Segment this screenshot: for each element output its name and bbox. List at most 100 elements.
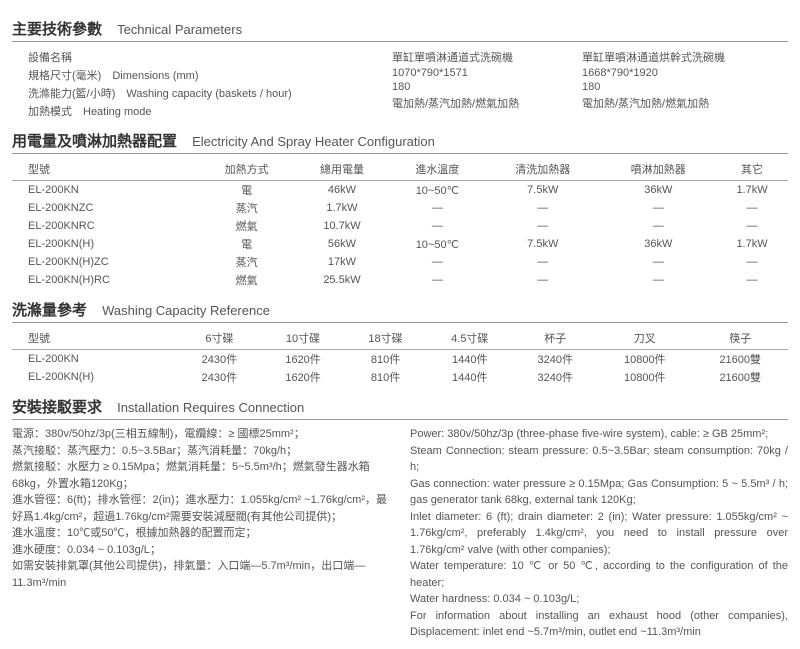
table-cell: 10~50℃ [390,181,485,200]
install-line: 進水溫度：10℃或50℃，根據加熱器的配置而定； [12,525,390,542]
table-cell: — [716,271,788,289]
table-header: 清洗加熱器 [485,160,601,181]
table-row: EL-200KN(H)電56kW10~50℃7.5kW36kW1.7kW [12,235,788,253]
label-name: 設備名稱 [28,48,392,66]
table-header: 進水溫度 [390,160,485,181]
section2-header: 用電量及噴淋加熱器配置 Electricity And Spray Heater… [12,130,788,154]
table-header: 4.5寸碟 [426,329,513,350]
label-capacity: 洗滌能力(籃/小時) Washing capacity (baskets / h… [28,84,392,102]
table-cell: 1.7kW [716,181,788,200]
table-cell: 2430件 [178,368,262,386]
table-cell: 3240件 [513,368,597,386]
table-header: 加熱方式 [199,160,294,181]
c3-dims: 1668*790*1920 [582,66,772,80]
install-line: Gas connection: water pressure ≥ 0.15Mpa… [410,476,788,509]
table-cell: — [390,253,485,271]
table-cell: EL-200KN [12,350,178,369]
install-line: For information about installing an exha… [410,608,788,641]
section1-header: 主要技術參數 Technical Parameters [12,18,788,42]
c2-dims: 1070*790*1571 [392,66,582,80]
table-cell: EL-200KN [12,181,199,200]
table-cell: 10~50℃ [390,235,485,253]
table-cell: 3240件 [513,350,597,369]
table-cell: 36kW [601,235,717,253]
install-line: 燃氣接駁：水壓力 ≥ 0.15Mpa；燃氣消耗量：5~5.5m³/h；燃氣發生器… [12,459,390,492]
c2-capacity: 180 [392,80,582,94]
table-cell: — [485,271,601,289]
section4-title-en: Installation Requires Connection [117,400,304,415]
table-cell: 17kW [294,253,389,271]
section4-title-cn: 安裝接駁要求 [12,399,102,416]
table-cell: 1620件 [261,368,345,386]
table-cell: EL-200KN(H)RC [12,271,199,289]
table-cell: — [390,271,485,289]
install-line: Steam Connection: steam pressure: 0.5~3.… [410,443,788,476]
table-cell: — [601,199,717,217]
table-header: 總用電量 [294,160,389,181]
table-cell: — [485,253,601,271]
table-row: EL-200KNRC燃氣10.7kW———— [12,217,788,235]
install-line: Water hardness: 0.034 ~ 0.103g/L; [410,591,788,608]
table-cell: 燃氣 [199,217,294,235]
table-header: 杯子 [513,329,597,350]
table-cell: — [716,253,788,271]
table-row: EL-200KN(H)RC燃氣25.5kW———— [12,271,788,289]
c3-capacity: 180 [582,80,772,94]
table-cell: 1.7kW [294,199,389,217]
section4-header: 安裝接駁要求 Installation Requires Connection [12,396,788,420]
c3-name: 單缸單噴淋通道烘幹式洗碗機 [582,48,772,66]
table-header: 刀叉 [597,329,692,350]
table-cell: 810件 [345,368,426,386]
table-cell: 1440件 [426,368,513,386]
table-cell: 電 [199,235,294,253]
table-row: EL-200KN(H)ZC蒸汽17kW———— [12,253,788,271]
label-dims: 規格尺寸(毫米) Dimensions (mm) [28,66,392,84]
section3-title-cn: 洗滌量參考 [12,302,87,319]
table-cell: — [390,217,485,235]
c2-heating: 電加熱/蒸汽加熱/燃氣加熱 [392,94,582,112]
table-cell: — [390,199,485,217]
tech-params-block: 設備名稱 規格尺寸(毫米) Dimensions (mm) 洗滌能力(籃/小時)… [12,48,788,120]
section2-title-cn: 用電量及噴淋加熱器配置 [12,133,177,150]
section3-title-en: Washing Capacity Reference [102,303,270,318]
table-cell: 1.7kW [716,235,788,253]
section2-title-en: Electricity And Spray Heater Configurati… [192,134,435,149]
install-block: 電源：380v/50hz/3p(三相五線制)，電纜線：≥ 國標25mm²；蒸汽接… [12,426,788,641]
install-line: Water temperature: 10 ℃ or 50 ℃, accordi… [410,558,788,591]
table-cell: — [716,199,788,217]
table-cell: 36kW [601,181,717,200]
table-cell: 蒸汽 [199,199,294,217]
table-cell: 7.5kW [485,181,601,200]
table-cell: 2430件 [178,350,262,369]
table-cell: 21600雙 [692,350,788,369]
table-row: EL-200KN(H)2430件1620件810件1440件3240件10800… [12,368,788,386]
washing-table: 型號6寸碟10寸碟18寸碟4.5寸碟杯子刀叉筷子 EL-200KN2430件16… [12,329,788,386]
table-header: 10寸碟 [261,329,345,350]
table-cell: 10800件 [597,350,692,369]
table-cell: 25.5kW [294,271,389,289]
table-header: 筷子 [692,329,788,350]
table-cell: 21600雙 [692,368,788,386]
table-header: 18寸碟 [345,329,426,350]
label-heating: 加熱模式 Heating mode [28,102,392,120]
electricity-table: 型號加熱方式總用電量進水溫度清洗加熱器噴淋加熱器其它 EL-200KN電46kW… [12,160,788,289]
section1-title-cn: 主要技術參數 [12,21,102,38]
table-cell: 1440件 [426,350,513,369]
install-line: Inlet diameter: 6 (ft); drain diameter: … [410,509,788,559]
table-cell: 電 [199,181,294,200]
install-line: Power: 380v/50hz/3p (three-phase five-wi… [410,426,788,443]
table-cell: EL-200KN(H)ZC [12,253,199,271]
table-header: 型號 [12,329,178,350]
table-cell: 10.7kW [294,217,389,235]
section1-title-en: Technical Parameters [117,22,242,37]
table-cell: 蒸汽 [199,253,294,271]
table-cell: EL-200KN(H) [12,368,178,386]
table-header: 6寸碟 [178,329,262,350]
section3-header: 洗滌量參考 Washing Capacity Reference [12,299,788,323]
table-cell: — [601,253,717,271]
table-cell: — [485,199,601,217]
install-right: Power: 380v/50hz/3p (three-phase five-wi… [410,426,788,641]
table-header: 其它 [716,160,788,181]
table-cell: 10800件 [597,368,692,386]
table-cell: 燃氣 [199,271,294,289]
